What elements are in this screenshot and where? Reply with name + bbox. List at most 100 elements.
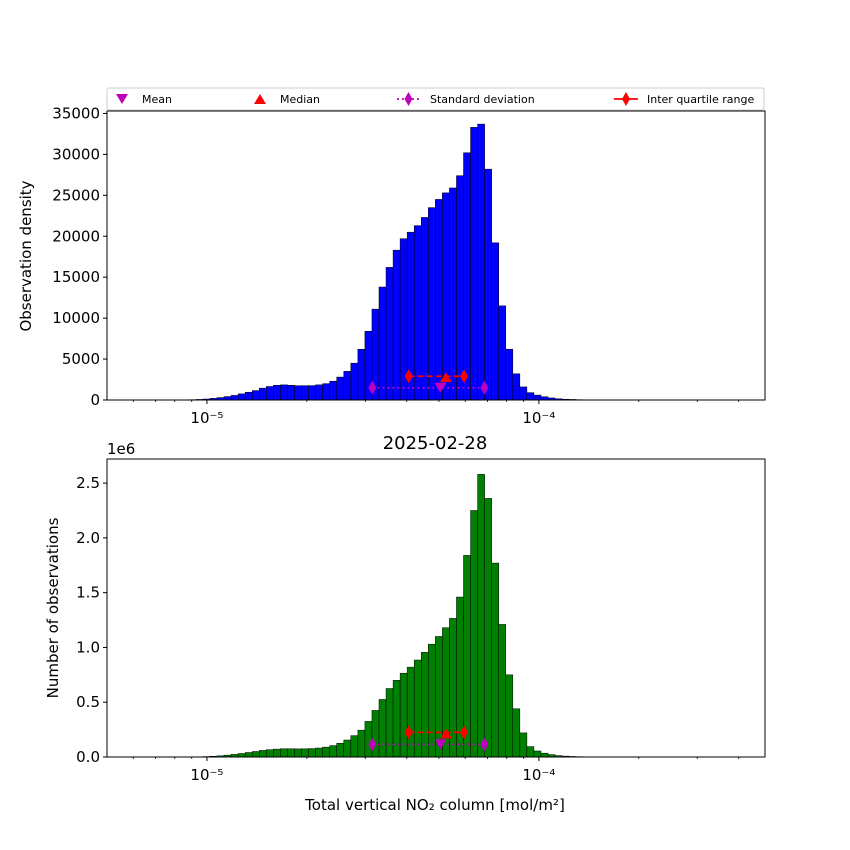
legend-entry-iqr: Inter quartile range [614,92,754,106]
histogram-bar [533,394,542,401]
y-tick-label: 0 [90,391,100,409]
y-tick-label: 20000 [52,227,100,245]
histogram-bar [463,152,471,401]
x-tick-label: 10⁻⁴ [522,766,555,784]
histogram-bar [449,187,457,401]
histogram-bar [385,267,394,401]
y-tick-label: 0.5 [76,693,100,711]
top-ylabel: Observation density [17,180,35,331]
histogram-bar [428,643,436,758]
histogram-bar [435,636,443,758]
histogram-bar [470,127,478,401]
y-tick-label: 0.0 [76,748,100,766]
histogram-bar [280,384,288,401]
histogram-bar [259,750,267,758]
mean-marker [434,739,447,750]
histogram-bar [343,371,352,401]
histogram-bar [540,752,549,758]
std-marker [480,380,489,395]
histogram-bar [378,286,387,401]
median-marker [439,372,452,383]
iqr-marker [460,369,469,384]
histogram-bar [512,708,521,758]
legend-label-iqr: Inter quartile range [647,93,754,106]
histogram-bar [533,750,542,758]
histogram-bar [364,721,373,758]
y-tick-label: 2.5 [76,474,100,492]
histogram-bar [357,348,366,401]
histogram-bar [435,199,443,401]
bottom-histogram-panel: 0.0 0.5 1.0 1.5 2.0 2.5 10⁻⁵ 10⁻⁴ [76,458,766,784]
x-tick-label: 10⁻⁵ [190,766,223,784]
y-tick-label: 15000 [52,268,100,286]
histogram-bar [273,385,281,401]
iqr-marker-icon [622,92,630,106]
histogram-bar [336,743,345,758]
median-marker-icon [254,94,266,104]
histogram-bar [477,123,485,401]
histogram-bar [251,390,260,401]
histogram-bar [385,688,394,758]
histogram-bar [294,748,302,758]
histogram-bar [428,207,436,401]
histogram-bar [301,385,309,401]
histogram-bar [484,498,492,758]
histogram-bar [322,746,330,758]
histogram-bar [505,348,514,401]
std-marker [480,737,489,752]
median-marker [439,728,452,739]
histogram-bar [484,168,492,401]
mean-marker [434,382,447,393]
histogram-bar [329,380,337,401]
histogram-bar [308,385,316,401]
iqr-marker [404,725,413,740]
x-tick-label: 10⁻⁵ [190,409,223,427]
legend-entry-std: Standard deviation [397,92,535,106]
histogram-bar [244,391,253,401]
histogram-bar [526,392,535,401]
bottom-offset-label: 1e6 [107,440,135,458]
histogram-bar [237,393,246,401]
histogram-bar [266,386,274,401]
y-tick-label: 1.5 [76,584,100,602]
histogram-bar [421,217,429,401]
histogram-bar [294,385,302,401]
histogram-bar [350,362,359,401]
histogram-bar [519,386,528,401]
axes-frame [106,110,766,401]
std-marker-icon [404,92,413,106]
histogram-bar [308,748,316,758]
histogram-bar [329,745,337,758]
top-histogram-panel: 0 5000 10000 15000 20000 25000 30000 35000 10⁻⁵ 1… [52,104,766,427]
histogram-bar [287,748,295,758]
histogram-bar [343,739,352,758]
histogram-bar [498,624,507,758]
legend-label-median: Median [280,93,320,106]
histogram-bar [280,748,288,758]
histogram-bar [392,249,401,401]
histogram-bar [315,384,323,401]
histogram-bar [336,376,345,401]
y-tick-label: 10000 [52,309,100,327]
histogram-bar [519,732,528,758]
legend-entry-mean: Mean [116,93,172,106]
histogram-bar [512,373,521,401]
std-marker [368,380,377,395]
histogram-bar [357,729,366,758]
bottom-ylabel: Number of observations [44,517,62,698]
y-tick-label: 1.0 [76,638,100,656]
histogram-bar [392,680,401,758]
mean-marker-icon [116,94,128,104]
y-tick-label: 25000 [52,186,100,204]
legend-frame [106,87,765,111]
histogram-bar [315,747,323,758]
y-tick-label: 30000 [52,145,100,163]
histogram-bar [273,748,281,758]
histogram-bar [266,749,274,758]
histogram-bar [491,562,499,758]
histogram-bar [301,748,309,758]
iqr-marker [460,725,469,740]
histogram-bar [223,396,232,401]
histogram-bar [413,225,422,401]
